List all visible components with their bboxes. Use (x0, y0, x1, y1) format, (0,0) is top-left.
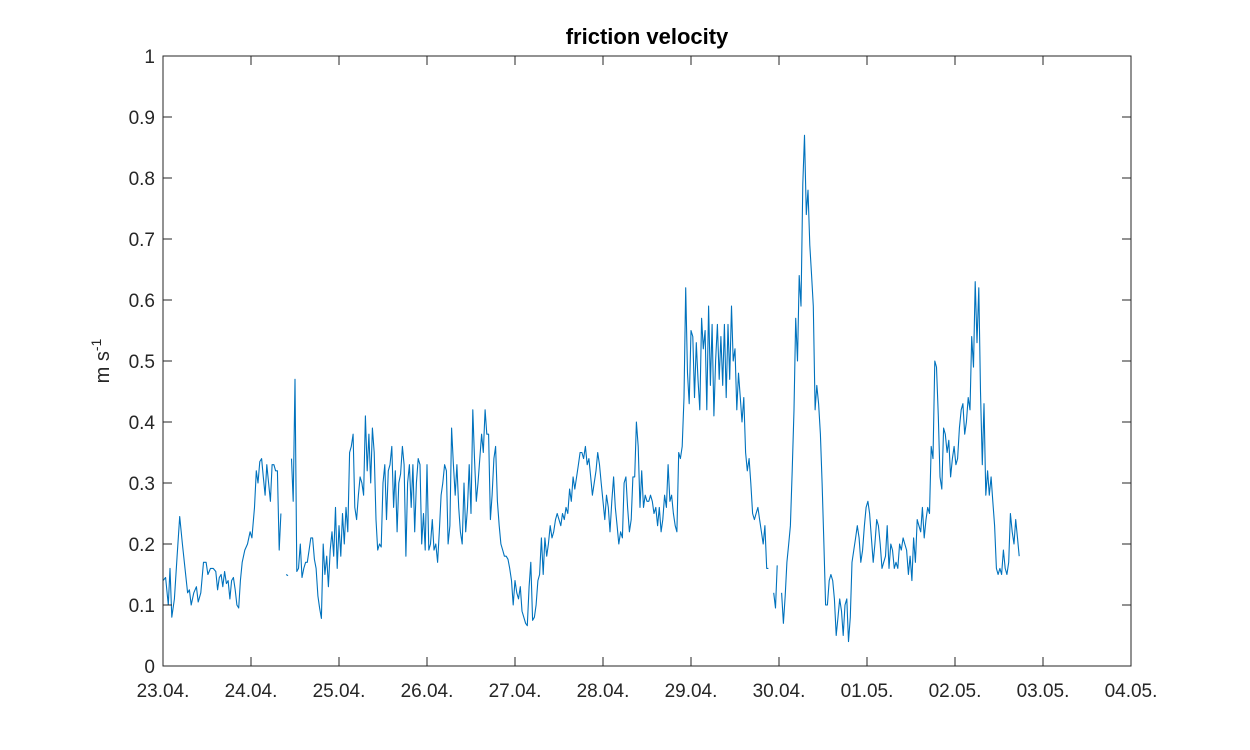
x-tick-label: 04.05. (1105, 681, 1158, 702)
y-axis-label-unit: m s (92, 351, 114, 383)
x-tick-label: 27.04. (489, 681, 542, 702)
x-tick-label: 01.05. (841, 681, 894, 702)
series-0-line-segment-3 (773, 565, 778, 609)
series-0-line-segment-2 (290, 287, 769, 627)
x-tick-label: 26.04. (401, 681, 454, 702)
y-axis-label-exponent: -1 (88, 338, 104, 351)
y-tick-label: 0.3 (129, 474, 155, 495)
x-tick-label: 02.05. (929, 681, 982, 702)
x-tick-label: 29.04. (665, 681, 718, 702)
y-tick-label: 0.8 (129, 169, 155, 190)
series-0-line-segment-1 (285, 574, 289, 577)
x-tick-label: 25.04. (313, 681, 366, 702)
y-tick-label: 0 (144, 657, 155, 678)
x-tick-label: 23.04. (137, 681, 190, 702)
x-tick-label: 24.04. (225, 681, 278, 702)
x-tick-label: 30.04. (753, 681, 806, 702)
data-layer (162, 134, 1020, 643)
series-0-line-segment-0 (162, 458, 282, 618)
y-tick-label: 0.5 (129, 352, 155, 373)
y-axis-label: m s-1 (88, 338, 114, 383)
chart-title: friction velocity (566, 24, 729, 49)
x-tick-label: 03.05. (1017, 681, 1070, 702)
y-tick-label: 0.6 (129, 291, 155, 312)
plot-area (163, 56, 1131, 666)
y-tick-label: 0.4 (129, 413, 156, 434)
y-tick-label: 1 (144, 47, 155, 68)
x-tick-label: 28.04. (577, 681, 630, 702)
y-tick-label: 0.9 (129, 108, 155, 129)
y-tick-label: 0.1 (129, 596, 155, 617)
y-tick-label: 0.7 (129, 230, 155, 251)
series-0-line-segment-4 (781, 134, 1020, 643)
tick-layer: 0 0.1 0.2 0.3 0.4 0.5 0.6 0.7 0.8 0.9 1 23.04. 24.04… (129, 47, 1158, 702)
y-tick-label: 0.2 (129, 535, 155, 556)
